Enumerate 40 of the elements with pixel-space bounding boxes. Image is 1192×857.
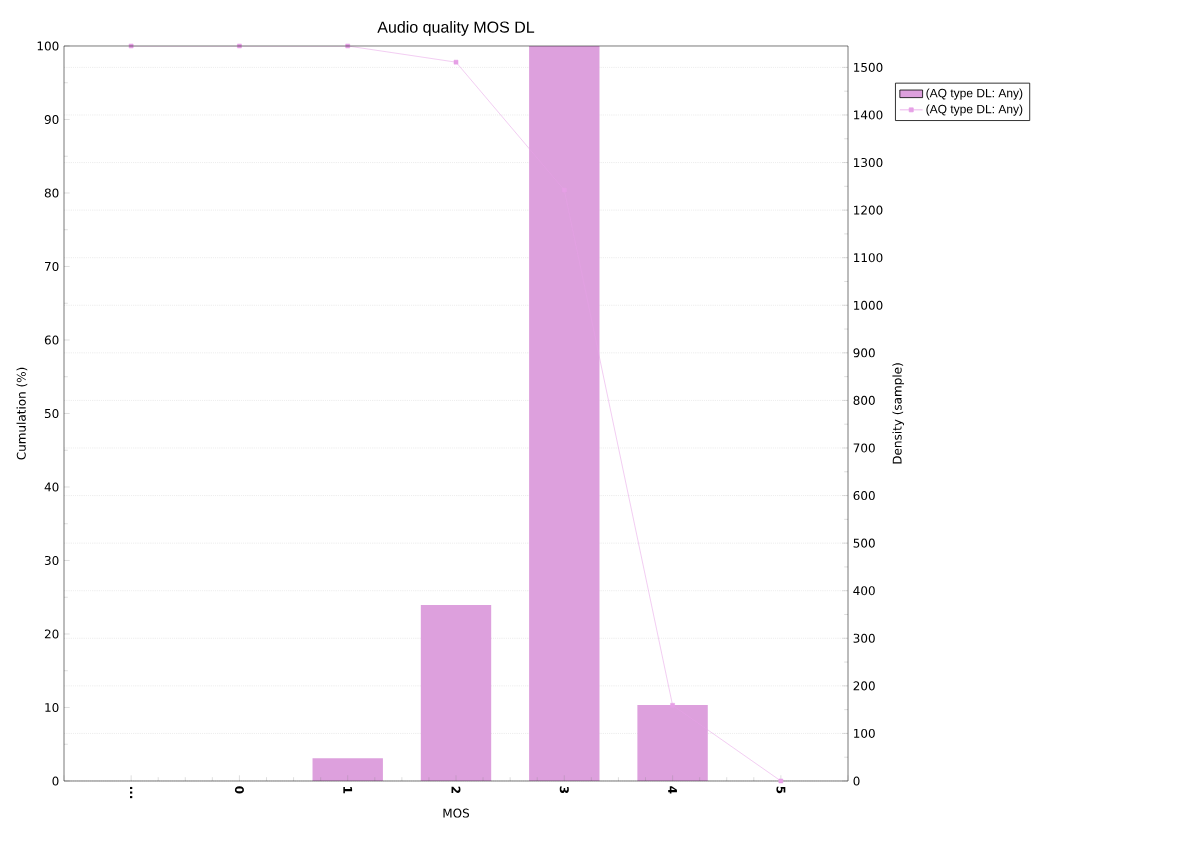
x-tick-label: 3 bbox=[559, 786, 569, 794]
x-tick-label: 1 bbox=[343, 787, 353, 794]
x-tick-label: ... bbox=[130, 786, 133, 799]
y2-tick-label: 200 bbox=[853, 681, 875, 691]
y-tick-label: 10 bbox=[45, 702, 59, 713]
y-tick-label: 50 bbox=[44, 408, 59, 419]
y-tick-label: 100 bbox=[37, 41, 59, 51]
y-tick-label: 0 bbox=[52, 776, 59, 786]
y-tick-label: 30 bbox=[44, 555, 59, 566]
x-tick-label: 4 bbox=[668, 786, 677, 794]
y2-tick-label: 1200 bbox=[854, 205, 883, 215]
x-axis-title: MOS bbox=[443, 808, 470, 818]
y-tick-label: 90 bbox=[44, 114, 59, 125]
legend-label: (AQ type DL: Any) bbox=[926, 104, 1023, 116]
y2-axis-title: Density (sample) bbox=[892, 363, 905, 464]
y2-tick-label: 700 bbox=[853, 443, 875, 453]
y2-tick-label: 100 bbox=[854, 728, 875, 738]
x-tick-label: 2 bbox=[451, 786, 461, 794]
y2-tick-label: 1100 bbox=[854, 253, 883, 263]
y2-tick-label: 0 bbox=[853, 776, 860, 786]
y-tick-label: 60 bbox=[44, 335, 59, 345]
y2-tick-label: 1500 bbox=[854, 62, 883, 72]
y-tick-label: 20 bbox=[44, 629, 59, 639]
y2-tick-label: 1300 bbox=[854, 158, 883, 168]
x-tick-label: 5 bbox=[776, 786, 786, 794]
y-tick-label: 70 bbox=[45, 261, 59, 272]
y2-tick-label: 1000 bbox=[854, 300, 883, 310]
legend-label: (AQ type DL: Any) bbox=[926, 88, 1023, 100]
y2-tick-label: 600 bbox=[853, 491, 875, 501]
y2-tick-label: 900 bbox=[853, 348, 875, 358]
y2-tick-label: 400 bbox=[853, 586, 875, 596]
x-tick-label: 0 bbox=[234, 786, 244, 794]
y-tick-label: 40 bbox=[44, 482, 59, 492]
y2-tick-label: 300 bbox=[853, 633, 875, 643]
y2-tick-label: 800 bbox=[853, 395, 875, 405]
y-axis-title: Cumulation (%) bbox=[16, 367, 28, 460]
chart-title: Audio quality MOS DL bbox=[377, 21, 535, 36]
y2-tick-label: 500 bbox=[853, 538, 875, 548]
y2-tick-label: 1400 bbox=[854, 110, 883, 120]
y-tick-label: 80 bbox=[44, 188, 59, 198]
